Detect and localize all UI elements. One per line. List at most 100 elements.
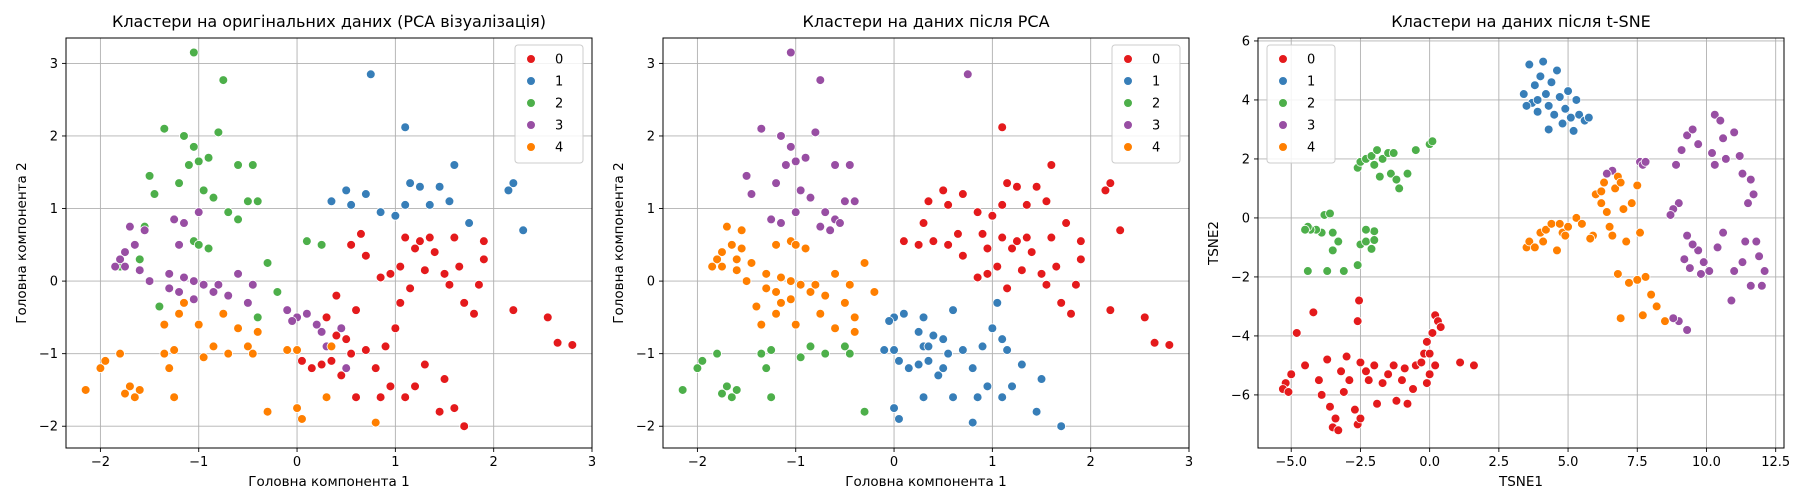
data-point xyxy=(1402,168,1413,179)
data-point xyxy=(731,385,742,395)
data-point xyxy=(913,240,924,250)
data-point xyxy=(953,229,963,239)
data-point xyxy=(1372,398,1382,409)
legend-marker xyxy=(1278,142,1288,152)
data-point xyxy=(1352,260,1363,270)
data-point xyxy=(115,348,125,359)
series-2 xyxy=(1300,136,1438,276)
chart-title: Кластери на оригінальних даних (PCA візу… xyxy=(112,12,546,31)
data-point xyxy=(1361,366,1371,377)
data-point xyxy=(1325,401,1335,412)
data-point xyxy=(943,240,953,250)
data-point xyxy=(1560,230,1571,241)
data-point xyxy=(144,276,155,286)
legend-marker xyxy=(1123,76,1133,86)
data-point xyxy=(894,356,904,366)
data-point xyxy=(859,406,870,417)
y-tick-label: −2 xyxy=(39,420,58,435)
data-point xyxy=(1007,381,1017,392)
data-point xyxy=(1693,139,1703,149)
data-point xyxy=(410,243,420,254)
data-point xyxy=(1538,56,1548,67)
data-point xyxy=(1554,92,1565,102)
data-point xyxy=(474,279,484,290)
data-point xyxy=(1566,112,1576,123)
data-point xyxy=(1327,245,1338,256)
data-point xyxy=(311,319,322,330)
data-point xyxy=(923,341,934,352)
data-point xyxy=(164,363,175,373)
data-point xyxy=(756,123,767,134)
data-point xyxy=(1424,348,1435,359)
data-point xyxy=(292,403,302,413)
data-point xyxy=(1687,124,1698,135)
data-point xyxy=(1602,207,1612,217)
data-point xyxy=(125,381,135,392)
data-point xyxy=(1584,112,1594,123)
data-point xyxy=(1518,89,1529,99)
data-point xyxy=(1012,236,1022,246)
data-point xyxy=(385,269,396,279)
data-point xyxy=(400,232,410,243)
data-point xyxy=(1105,305,1116,315)
data-point xyxy=(1607,230,1618,241)
data-point xyxy=(189,142,199,152)
data-point xyxy=(958,189,968,199)
data-point xyxy=(1375,171,1385,182)
legend-label: 4 xyxy=(1152,141,1160,156)
data-point xyxy=(845,160,855,170)
data-point xyxy=(189,47,199,58)
y-tick-label: −1 xyxy=(39,347,58,362)
data-point xyxy=(159,348,170,359)
data-point xyxy=(449,232,460,243)
data-point xyxy=(1757,280,1767,291)
data-point xyxy=(1355,357,1366,368)
data-point xyxy=(997,392,1007,403)
data-point xyxy=(1377,378,1388,388)
x-tick-label: −1 xyxy=(189,455,208,470)
data-point xyxy=(306,363,317,373)
data-point xyxy=(1693,245,1703,256)
data-point xyxy=(697,356,708,366)
data-point xyxy=(987,210,998,221)
data-point xyxy=(982,381,993,392)
data-point xyxy=(1408,384,1418,394)
data-point xyxy=(1651,301,1662,312)
data-point xyxy=(977,229,988,239)
data-point xyxy=(1341,351,1352,362)
y-tick-label: 0 xyxy=(647,275,655,290)
data-point xyxy=(405,178,415,188)
data-point xyxy=(889,345,899,355)
data-point xyxy=(1751,236,1762,247)
data-point xyxy=(193,240,204,250)
data-point xyxy=(179,218,189,228)
data-point xyxy=(1012,181,1022,192)
data-point xyxy=(967,363,978,373)
data-point xyxy=(962,69,973,80)
data-point xyxy=(717,247,727,257)
data-point xyxy=(262,258,273,268)
data-point xyxy=(1354,295,1364,306)
legend-marker xyxy=(526,98,536,108)
data-point xyxy=(830,323,840,334)
data-point xyxy=(830,160,840,170)
data-point xyxy=(1322,266,1333,276)
data-point xyxy=(1026,247,1037,257)
data-point xyxy=(193,156,204,167)
data-point xyxy=(1339,266,1349,276)
data-point xyxy=(213,127,224,138)
data-point xyxy=(790,207,801,217)
data-point xyxy=(707,261,717,272)
data-point xyxy=(928,236,939,246)
data-point xyxy=(390,210,401,221)
data-point xyxy=(761,269,772,279)
data-point xyxy=(992,298,1003,308)
data-point xyxy=(134,385,145,395)
data-point xyxy=(815,308,826,319)
data-point xyxy=(449,403,460,413)
data-point xyxy=(1036,374,1047,384)
data-point xyxy=(1350,404,1360,415)
data-point xyxy=(179,131,189,141)
data-point xyxy=(1729,266,1739,276)
